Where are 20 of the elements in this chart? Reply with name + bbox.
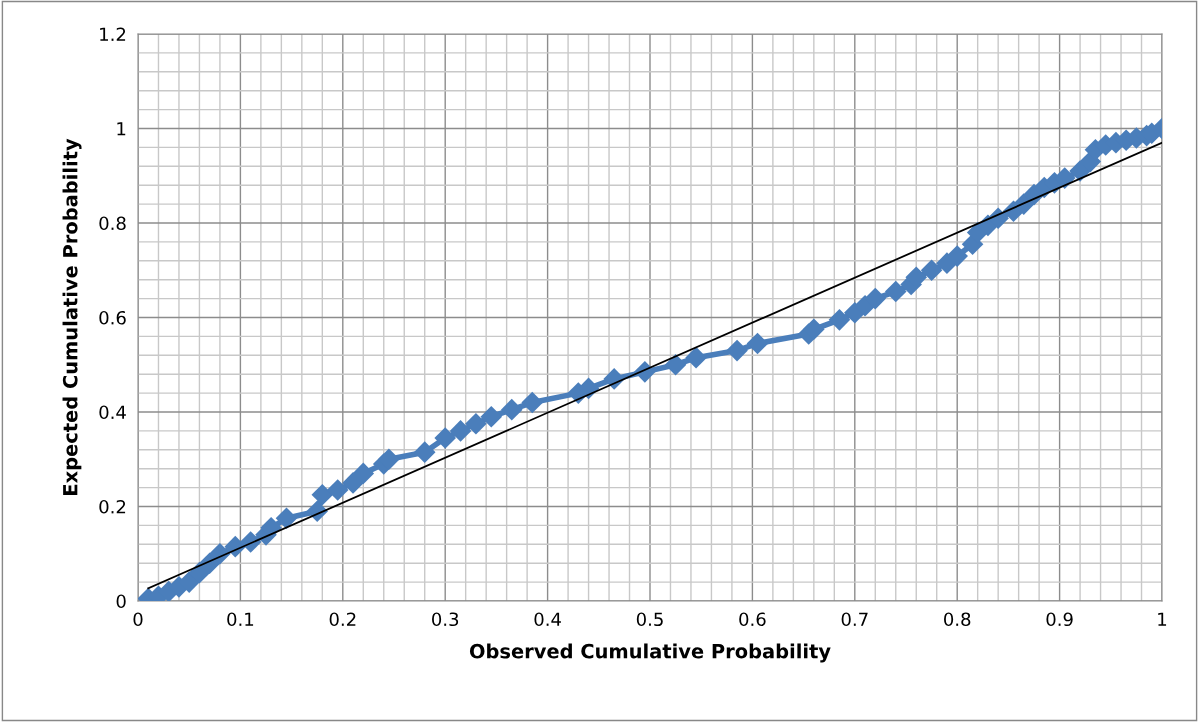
x-tick-label: 0 [133,612,143,627]
y-tick-label: 0.4 [99,405,126,420]
y-axis-title: Expected Cumulative Probability [62,138,82,495]
x-tick-label: 0.3 [432,612,459,627]
x-tick-label: 0.8 [944,612,971,627]
y-tick-label: 1 [117,122,126,136]
x-tick-label: 0.2 [329,612,356,627]
y-tick-label: 1.2 [100,27,126,41]
y-tick-label: 0.8 [99,216,126,231]
x-axis-title: Observed Cumulative Probability [469,643,831,663]
x-tick-label: 0.7 [841,612,868,627]
y-tick-label: 0.2 [99,499,126,514]
x-tick-label: 0.1 [227,612,254,627]
x-tick-label: 1 [1158,612,1167,626]
x-tick-label: 0.4 [534,612,561,627]
y-tick-label: 0.6 [99,310,126,325]
x-tick-label: 0.9 [1046,612,1073,627]
x-tick-label: 0.6 [739,612,766,627]
x-tick-label: 0.5 [636,612,663,627]
y-tick-label: 0 [116,594,126,609]
